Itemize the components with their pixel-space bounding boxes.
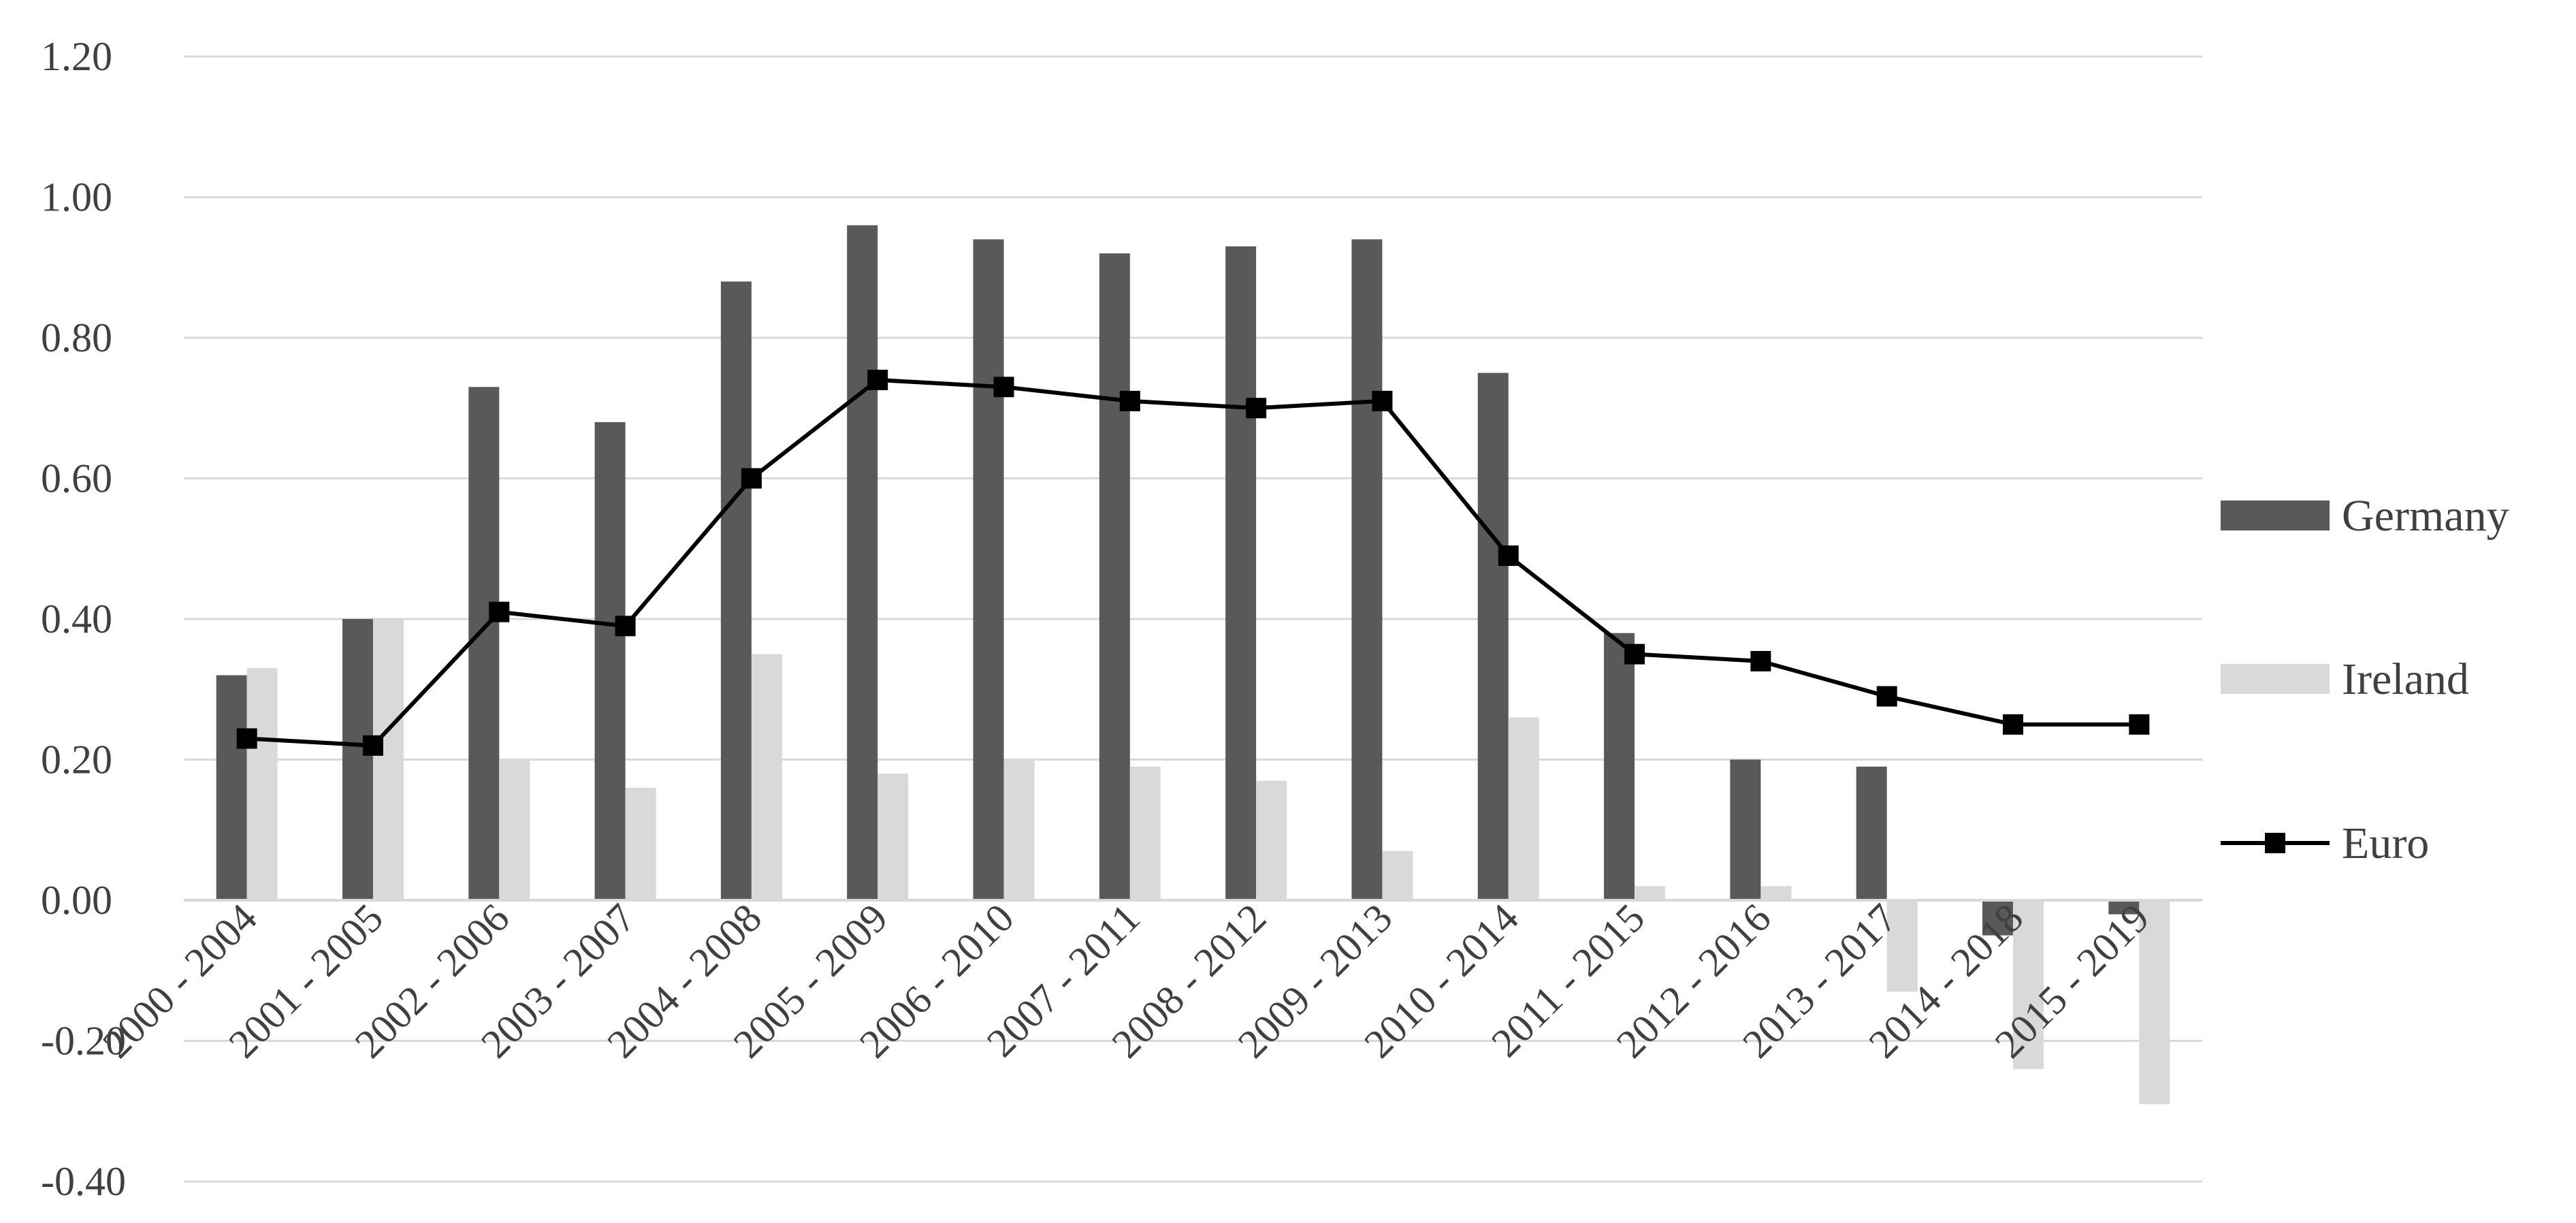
bar-ireland xyxy=(1760,886,1792,900)
bar-germany xyxy=(720,281,752,900)
marker-euro xyxy=(867,369,888,390)
marker-euro xyxy=(489,601,510,622)
legend-label-ireland: Ireland xyxy=(2342,654,2469,704)
bar-germany xyxy=(1856,766,1887,900)
marker-euro xyxy=(1624,644,1645,665)
y-tick-label: 0.40 xyxy=(41,597,112,641)
bar-germany xyxy=(847,225,878,900)
bar-ireland xyxy=(1256,780,1287,900)
bar-ireland xyxy=(246,668,278,900)
marker-euro xyxy=(1750,650,1771,671)
marker-euro xyxy=(1498,545,1519,567)
bar-ireland xyxy=(2013,900,2044,1069)
bar-germany xyxy=(1982,900,2014,936)
marker-euro xyxy=(1119,390,1140,411)
marker-euro xyxy=(993,377,1014,398)
y-tick-label: 0.00 xyxy=(41,878,112,923)
bar-germany xyxy=(342,619,373,900)
y-tick-label: 0.80 xyxy=(41,315,112,360)
bar-germany xyxy=(973,239,1004,900)
marker-euro xyxy=(236,728,257,749)
y-tick-label: 0.20 xyxy=(41,737,112,782)
bar-ireland xyxy=(499,759,530,900)
bar-germany xyxy=(468,387,500,900)
bar-ireland xyxy=(1886,900,1918,992)
bar-ireland xyxy=(878,774,909,900)
y-tick-label: -0.20 xyxy=(41,1019,126,1064)
bar-ireland xyxy=(2139,900,2170,1105)
bar-germany xyxy=(594,422,626,900)
y-tick-label: 0.60 xyxy=(41,456,112,501)
bar-germany xyxy=(1099,253,1130,901)
bar-germany xyxy=(2108,900,2140,915)
bar-ireland xyxy=(372,619,404,900)
marker-euro xyxy=(2003,714,2024,735)
y-tick-label: -0.40 xyxy=(41,1159,126,1204)
bar-germany xyxy=(1730,759,1761,900)
line-series xyxy=(236,369,2150,756)
bar-germany xyxy=(1225,246,1257,900)
legend-label-euro: Euro xyxy=(2342,819,2429,868)
y-tick-label: 1.20 xyxy=(41,34,112,79)
bar-ireland xyxy=(1382,851,1413,900)
marker-euro xyxy=(1246,398,1267,419)
marker-euro xyxy=(741,468,762,489)
legend: Germany Ireland Euro xyxy=(2221,491,2509,868)
bar-ireland xyxy=(1003,759,1035,900)
legend-marker-euro xyxy=(2265,833,2285,853)
bar-germany xyxy=(1604,633,1635,900)
legend-label-germany: Germany xyxy=(2342,491,2509,541)
line-euro xyxy=(246,377,2140,748)
y-axis-tick-labels: 1.20 1.00 0.80 0.60 0.40 0.20 0.00 -0.20 -0.40 xyxy=(41,34,126,1204)
bar-ireland xyxy=(751,654,782,900)
bar-germany xyxy=(216,675,247,900)
legend-swatch-germany xyxy=(2221,501,2330,530)
marker-euro xyxy=(1876,686,1897,707)
bar-ireland xyxy=(1635,886,1666,900)
bars xyxy=(216,225,2170,1105)
bar-germany xyxy=(1351,239,1383,900)
y-tick-label: 1.00 xyxy=(41,175,112,220)
marker-euro xyxy=(1372,390,1393,411)
bar-germany xyxy=(1477,372,1509,900)
marker-euro xyxy=(615,616,636,637)
bar-ireland xyxy=(625,787,656,900)
legend-swatch-ireland xyxy=(2221,664,2330,694)
bar-ireland xyxy=(1129,766,1161,900)
marker-euro xyxy=(362,735,383,756)
bar-ireland xyxy=(1508,717,1539,900)
marker-euro xyxy=(2129,714,2150,735)
